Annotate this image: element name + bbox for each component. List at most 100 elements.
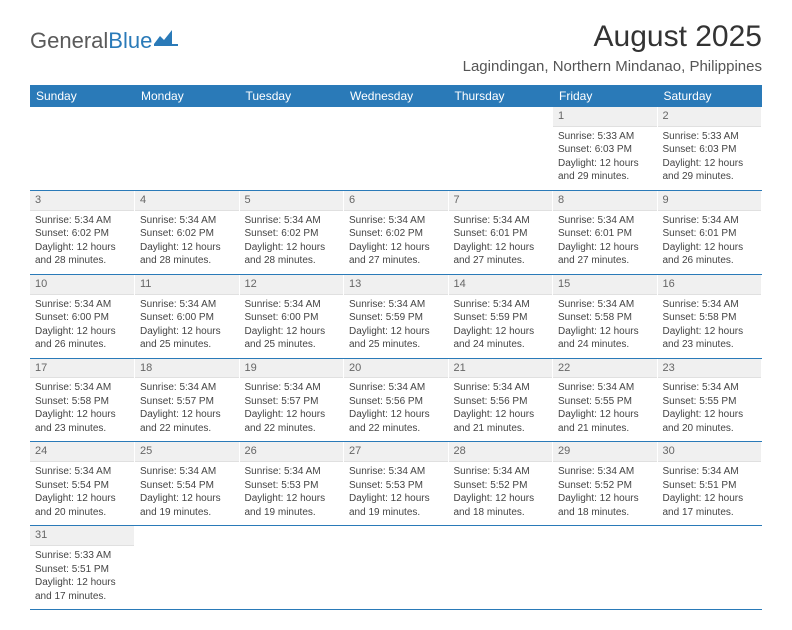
- calendar-empty: [135, 107, 240, 190]
- day-details: Sunrise: 5:34 AMSunset: 6:00 PMDaylight:…: [30, 295, 134, 358]
- day-details: Sunrise: 5:34 AMSunset: 5:58 PMDaylight:…: [658, 295, 762, 358]
- calendar-day: 2Sunrise: 5:33 AMSunset: 6:03 PMDaylight…: [657, 107, 762, 190]
- calendar-day: 15Sunrise: 5:34 AMSunset: 5:58 PMDayligh…: [553, 274, 658, 358]
- calendar-empty: [344, 107, 449, 190]
- calendar-day: 26Sunrise: 5:34 AMSunset: 5:53 PMDayligh…: [239, 442, 344, 526]
- day-number: 30: [658, 442, 762, 462]
- day-number: 5: [240, 191, 344, 211]
- day-number: 31: [30, 526, 134, 546]
- calendar-day: 23Sunrise: 5:34 AMSunset: 5:55 PMDayligh…: [657, 358, 762, 442]
- day-number: 22: [553, 359, 657, 379]
- calendar-day: 28Sunrise: 5:34 AMSunset: 5:52 PMDayligh…: [448, 442, 553, 526]
- day-number: 7: [449, 191, 553, 211]
- calendar-week: 31Sunrise: 5:33 AMSunset: 5:51 PMDayligh…: [30, 526, 762, 610]
- day-number: 26: [240, 442, 344, 462]
- day-details: Sunrise: 5:34 AMSunset: 5:57 PMDaylight:…: [135, 378, 239, 441]
- day-details: Sunrise: 5:34 AMSunset: 5:54 PMDaylight:…: [30, 462, 134, 525]
- calendar-day: 10Sunrise: 5:34 AMSunset: 6:00 PMDayligh…: [30, 274, 135, 358]
- day-details: Sunrise: 5:34 AMSunset: 6:01 PMDaylight:…: [553, 211, 657, 274]
- day-number: 1: [553, 107, 657, 127]
- calendar-day: 16Sunrise: 5:34 AMSunset: 5:58 PMDayligh…: [657, 274, 762, 358]
- day-number: 9: [658, 191, 762, 211]
- calendar-day: 12Sunrise: 5:34 AMSunset: 6:00 PMDayligh…: [239, 274, 344, 358]
- day-header: Tuesday: [239, 85, 344, 107]
- day-number: 20: [344, 359, 448, 379]
- day-number: 14: [449, 275, 553, 295]
- day-number: 23: [658, 359, 762, 379]
- calendar-day: 9Sunrise: 5:34 AMSunset: 6:01 PMDaylight…: [657, 190, 762, 274]
- calendar-day: 21Sunrise: 5:34 AMSunset: 5:56 PMDayligh…: [448, 358, 553, 442]
- calendar-day: 18Sunrise: 5:34 AMSunset: 5:57 PMDayligh…: [135, 358, 240, 442]
- logo-text-1: General: [30, 28, 108, 54]
- calendar-day: 4Sunrise: 5:34 AMSunset: 6:02 PMDaylight…: [135, 190, 240, 274]
- day-number: 27: [344, 442, 448, 462]
- calendar-day: 19Sunrise: 5:34 AMSunset: 5:57 PMDayligh…: [239, 358, 344, 442]
- day-number: 17: [30, 359, 134, 379]
- calendar-day: 31Sunrise: 5:33 AMSunset: 5:51 PMDayligh…: [30, 526, 135, 610]
- calendar-week: 10Sunrise: 5:34 AMSunset: 6:00 PMDayligh…: [30, 274, 762, 358]
- day-details: Sunrise: 5:34 AMSunset: 6:02 PMDaylight:…: [240, 211, 344, 274]
- day-number: 3: [30, 191, 134, 211]
- day-details: Sunrise: 5:34 AMSunset: 5:56 PMDaylight:…: [449, 378, 553, 441]
- day-number: 25: [135, 442, 239, 462]
- day-details: Sunrise: 5:34 AMSunset: 6:02 PMDaylight:…: [135, 211, 239, 274]
- day-details: Sunrise: 5:34 AMSunset: 5:52 PMDaylight:…: [449, 462, 553, 525]
- calendar-day: 24Sunrise: 5:34 AMSunset: 5:54 PMDayligh…: [30, 442, 135, 526]
- day-number: 28: [449, 442, 553, 462]
- calendar-empty: [553, 526, 658, 610]
- day-details: Sunrise: 5:34 AMSunset: 5:54 PMDaylight:…: [135, 462, 239, 525]
- day-details: Sunrise: 5:34 AMSunset: 6:02 PMDaylight:…: [30, 211, 134, 274]
- day-details: Sunrise: 5:34 AMSunset: 5:53 PMDaylight:…: [344, 462, 448, 525]
- day-details: Sunrise: 5:34 AMSunset: 5:55 PMDaylight:…: [553, 378, 657, 441]
- calendar-day: 8Sunrise: 5:34 AMSunset: 6:01 PMDaylight…: [553, 190, 658, 274]
- day-number: 4: [135, 191, 239, 211]
- day-details: Sunrise: 5:34 AMSunset: 6:00 PMDaylight:…: [135, 295, 239, 358]
- day-header: Thursday: [448, 85, 553, 107]
- day-details: Sunrise: 5:33 AMSunset: 6:03 PMDaylight:…: [658, 127, 762, 190]
- day-details: Sunrise: 5:33 AMSunset: 5:51 PMDaylight:…: [30, 546, 134, 609]
- logo-text-2: Blue: [108, 28, 152, 54]
- day-header: Monday: [135, 85, 240, 107]
- day-header: Saturday: [657, 85, 762, 107]
- calendar-day: 7Sunrise: 5:34 AMSunset: 6:01 PMDaylight…: [448, 190, 553, 274]
- calendar-empty: [344, 526, 449, 610]
- day-details: Sunrise: 5:34 AMSunset: 6:01 PMDaylight:…: [658, 211, 762, 274]
- day-details: Sunrise: 5:34 AMSunset: 5:56 PMDaylight:…: [344, 378, 448, 441]
- calendar-day: 30Sunrise: 5:34 AMSunset: 5:51 PMDayligh…: [657, 442, 762, 526]
- header: GeneralBlue August 2025 Lagindingan, Nor…: [30, 20, 762, 75]
- day-header: Friday: [553, 85, 658, 107]
- calendar-day: 14Sunrise: 5:34 AMSunset: 5:59 PMDayligh…: [448, 274, 553, 358]
- day-details: Sunrise: 5:34 AMSunset: 5:58 PMDaylight:…: [553, 295, 657, 358]
- day-details: Sunrise: 5:33 AMSunset: 6:03 PMDaylight:…: [553, 127, 657, 190]
- day-number: 21: [449, 359, 553, 379]
- calendar-day: 20Sunrise: 5:34 AMSunset: 5:56 PMDayligh…: [344, 358, 449, 442]
- day-details: Sunrise: 5:34 AMSunset: 5:55 PMDaylight:…: [658, 378, 762, 441]
- day-number: 13: [344, 275, 448, 295]
- day-number: 12: [240, 275, 344, 295]
- day-details: Sunrise: 5:34 AMSunset: 5:59 PMDaylight:…: [344, 295, 448, 358]
- day-number: 15: [553, 275, 657, 295]
- calendar-day: 5Sunrise: 5:34 AMSunset: 6:02 PMDaylight…: [239, 190, 344, 274]
- day-number: 19: [240, 359, 344, 379]
- calendar-day: 11Sunrise: 5:34 AMSunset: 6:00 PMDayligh…: [135, 274, 240, 358]
- calendar-day: 6Sunrise: 5:34 AMSunset: 6:02 PMDaylight…: [344, 190, 449, 274]
- calendar-empty: [448, 107, 553, 190]
- calendar-empty: [239, 526, 344, 610]
- day-number: 24: [30, 442, 134, 462]
- calendar-week: 3Sunrise: 5:34 AMSunset: 6:02 PMDaylight…: [30, 190, 762, 274]
- day-header-row: SundayMondayTuesdayWednesdayThursdayFrid…: [30, 85, 762, 107]
- day-number: 16: [658, 275, 762, 295]
- day-details: Sunrise: 5:34 AMSunset: 6:01 PMDaylight:…: [449, 211, 553, 274]
- calendar-day: 29Sunrise: 5:34 AMSunset: 5:52 PMDayligh…: [553, 442, 658, 526]
- flag-icon: [154, 28, 180, 54]
- day-details: Sunrise: 5:34 AMSunset: 6:00 PMDaylight:…: [240, 295, 344, 358]
- day-number: 8: [553, 191, 657, 211]
- day-details: Sunrise: 5:34 AMSunset: 5:58 PMDaylight:…: [30, 378, 134, 441]
- day-number: 11: [135, 275, 239, 295]
- calendar-day: 22Sunrise: 5:34 AMSunset: 5:55 PMDayligh…: [553, 358, 658, 442]
- day-header: Sunday: [30, 85, 135, 107]
- day-number: 29: [553, 442, 657, 462]
- day-details: Sunrise: 5:34 AMSunset: 5:53 PMDaylight:…: [240, 462, 344, 525]
- day-number: 2: [658, 107, 762, 127]
- day-number: 6: [344, 191, 448, 211]
